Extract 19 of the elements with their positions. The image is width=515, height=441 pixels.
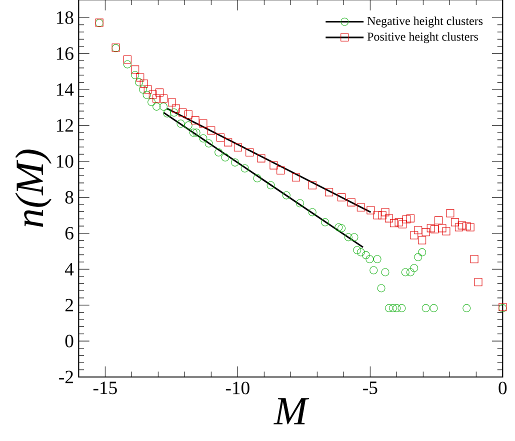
y-tick-label: 16 <box>56 47 74 60</box>
y-tick-label: 10 <box>56 155 74 168</box>
x-tick-label: -10 <box>226 382 250 394</box>
x-axis-title: M <box>274 398 310 424</box>
legend-label: Positive height clusters <box>367 32 478 44</box>
y-tick-label: 8 <box>65 191 74 204</box>
y-tick-label: 6 <box>65 226 74 240</box>
y-tick-label: 12 <box>56 119 73 132</box>
x-tick-label: -5 <box>363 382 378 394</box>
x-tick-label: -15 <box>93 382 117 394</box>
legend-label: Negative height clusters <box>367 16 483 28</box>
y-tick-label: 4 <box>64 263 74 276</box>
y-axis-title: n(M) <box>15 150 52 227</box>
y-tick-label: 0 <box>65 334 74 348</box>
y-tick-label: 2 <box>65 298 73 312</box>
y-tick-label: 14 <box>56 83 74 96</box>
x-tick-label: 0 <box>498 382 507 394</box>
y-tick-label: 18 <box>56 11 74 24</box>
y-tick-label: -2 <box>59 370 73 384</box>
